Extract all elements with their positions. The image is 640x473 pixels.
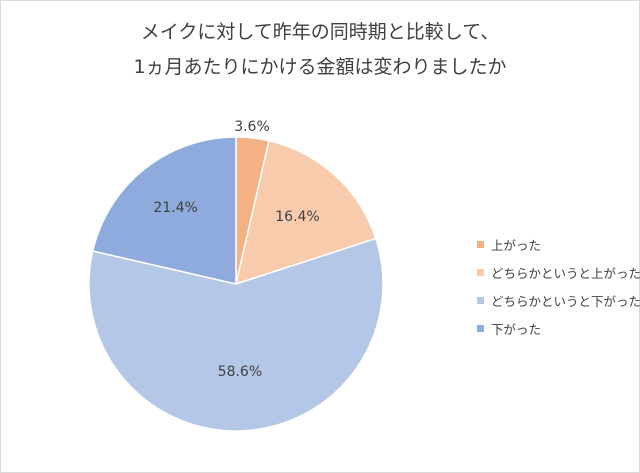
legend-label-up: 上がった — [491, 237, 542, 253]
legend-item-somewhat-down: どちらかというと下がった — [477, 286, 640, 314]
legend-swatch-down — [477, 324, 484, 332]
legend-label-down: 下がった — [491, 321, 542, 337]
pie-slice-somewhat-up — [234, 139, 377, 286]
pie-slice-down — [91, 136, 237, 285]
data-label-up: 3.6% — [234, 119, 270, 135]
data-label-somewhat-down: 58.6% — [218, 364, 262, 380]
chart-title-line-2: 1ヵ月あたりにかける金額は変わりましたか — [133, 56, 507, 78]
data-label-down: 21.4% — [153, 200, 197, 216]
data-label-somewhat-up: 16.4% — [275, 209, 319, 225]
legend-item-down: 下がった — [477, 314, 637, 342]
legend-label-somewhat-up: どちらかというと上がった — [491, 265, 640, 281]
legend: 上がった どちらかというと上がった どちらかというと下がった 下がった — [477, 230, 640, 342]
legend-item-somewhat-up: どちらかというと上がった — [477, 258, 640, 286]
legend-swatch-up — [477, 240, 484, 248]
chart-title-line-1: メイクに対して昨年の同時期と比較して、 — [140, 21, 500, 43]
legend-swatch-somewhat-down — [477, 296, 484, 304]
legend-label-somewhat-down: どちらかというと下がった — [491, 293, 640, 309]
legend-item-up: 上がった — [477, 230, 637, 258]
pie-slice-somewhat-down — [88, 237, 384, 432]
chart-title: メイクに対して昨年の同時期と比較して、 1ヵ月あたりにかける金額は変わりましたか — [1, 15, 639, 85]
legend-swatch-somewhat-up — [477, 268, 484, 276]
